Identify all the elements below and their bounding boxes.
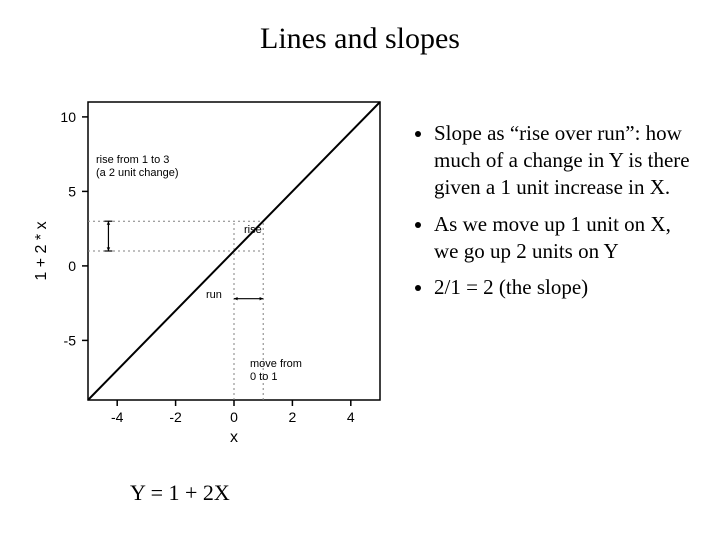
annotation-run-label: run <box>206 289 222 302</box>
svg-text:-2: -2 <box>169 409 182 425</box>
svg-text:-4: -4 <box>111 409 124 425</box>
svg-text:4: 4 <box>347 409 355 425</box>
svg-text:5: 5 <box>68 183 76 199</box>
bullet-item: Slope as “rise over run”: how much of a … <box>434 120 700 201</box>
svg-text:-5: -5 <box>64 332 77 348</box>
bullet-item: As we move up 1 unit on X, we go up 2 un… <box>434 211 700 265</box>
svg-text:0: 0 <box>68 258 76 274</box>
bullet-list: Slope as “rise over run”: how much of a … <box>410 120 700 311</box>
page-title: Lines and slopes <box>0 22 720 56</box>
chart-container: -4 -2 0 2 4 -5 0 5 10 x 1 + 2 * x <box>30 90 390 450</box>
annotation-rise-label: rise <box>244 224 262 237</box>
slide-root: Lines and slopes -4 -2 0 2 4 -5 0 5 10 x 1 + 2 * x… <box>0 0 720 540</box>
line-chart: -4 -2 0 2 4 -5 0 5 10 x 1 + 2 * x <box>30 90 390 450</box>
svg-text:10: 10 <box>60 109 76 125</box>
annotation-rise-from: rise from 1 to 3(a 2 unit change) <box>96 154 179 179</box>
svg-text:2: 2 <box>289 409 297 425</box>
svg-text:1 + 2 * x: 1 + 2 * x <box>33 221 50 280</box>
svg-text:0: 0 <box>230 409 238 425</box>
bullet-item: 2/1 = 2 (the slope) <box>434 274 700 301</box>
svg-text:x: x <box>230 429 238 446</box>
equation-text: Y = 1 + 2X <box>130 480 230 506</box>
annotation-move-from: move from0 to 1 <box>250 358 302 383</box>
